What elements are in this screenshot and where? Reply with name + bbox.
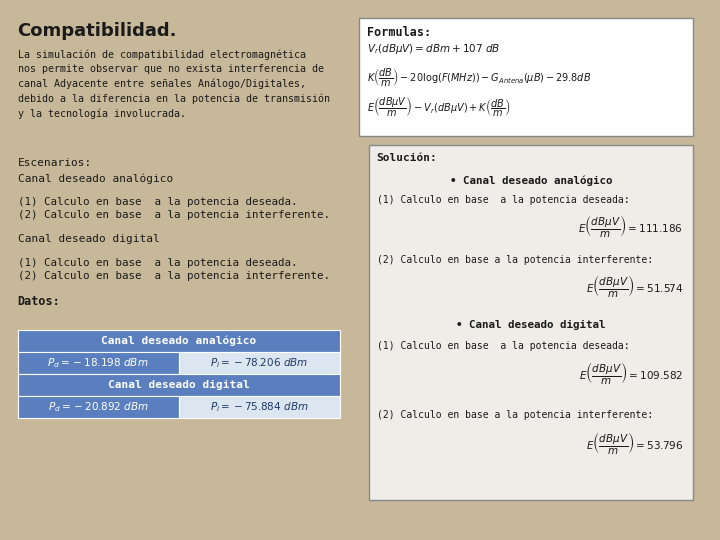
Text: (1) Calculo en base  a la potencia deseada:: (1) Calculo en base a la potencia desead… <box>377 195 629 205</box>
Text: Datos:: Datos: <box>17 295 60 308</box>
Text: $E\left(\dfrac{dB\mu V}{m}\right) = 109.582$: $E\left(\dfrac{dB\mu V}{m}\right) = 109.… <box>579 360 683 386</box>
FancyBboxPatch shape <box>359 18 693 136</box>
Text: Canal deseado analógico: Canal deseado analógico <box>17 173 173 184</box>
Text: Canal deseado digital: Canal deseado digital <box>108 380 250 390</box>
Text: Canal deseado analógico: Canal deseado analógico <box>101 336 256 346</box>
Text: $E\left(\dfrac{dB\mu V}{m}\right) = 53.796$: $E\left(\dfrac{dB\mu V}{m}\right) = 53.7… <box>585 430 683 456</box>
Text: $P_d = -18.198\ dBm$: $P_d = -18.198\ dBm$ <box>48 356 149 370</box>
FancyBboxPatch shape <box>179 352 340 374</box>
Text: (2) Calculo en base a la potencia interferente:: (2) Calculo en base a la potencia interf… <box>377 410 653 420</box>
Text: Canal deseado digital: Canal deseado digital <box>17 234 159 244</box>
Text: (1) Calculo en base  a la potencia deseada.: (1) Calculo en base a la potencia desead… <box>17 197 297 207</box>
FancyBboxPatch shape <box>369 145 693 500</box>
Text: $E\left(\dfrac{dB\mu V}{m}\right) = 111.186$: $E\left(\dfrac{dB\mu V}{m}\right) = 111.… <box>578 213 683 239</box>
Text: $K\left(\dfrac{dB}{m}\right) - 20\log(F(MHz)) - G_{Antena}(\mu B) - 29.8dB$: $K\left(\dfrac{dB}{m}\right) - 20\log(F(… <box>367 66 591 88</box>
Text: (1) Calculo en base  a la potencia deseada:: (1) Calculo en base a la potencia desead… <box>377 341 629 351</box>
Text: Formulas:: Formulas: <box>367 26 431 39</box>
Text: (2) Calculo en base a la potencia interferente:: (2) Calculo en base a la potencia interf… <box>377 255 653 265</box>
Text: $P_i = -75.884\ dBm$: $P_i = -75.884\ dBm$ <box>210 400 308 414</box>
Text: $V_r(dB\mu V) = dBm + 107\ dB$: $V_r(dB\mu V) = dBm + 107\ dB$ <box>367 42 500 56</box>
Text: • Canal deseado analógico: • Canal deseado analógico <box>450 175 612 186</box>
Text: La simulación de compatibilidad electromagnética
nos permite observar que no exi: La simulación de compatibilidad electrom… <box>17 50 330 119</box>
Text: Compatibilidad.: Compatibilidad. <box>17 22 177 40</box>
Text: $E\left(\dfrac{dB\mu V}{m}\right) = 51.574$: $E\left(\dfrac{dB\mu V}{m}\right) = 51.5… <box>585 273 683 299</box>
FancyBboxPatch shape <box>17 352 179 374</box>
Text: Escenarios:: Escenarios: <box>17 158 92 168</box>
Text: • Canal deseado digital: • Canal deseado digital <box>456 320 606 330</box>
Text: $P_i = -78.206\ dBm$: $P_i = -78.206\ dBm$ <box>210 356 308 370</box>
Text: Solución:: Solución: <box>377 153 438 163</box>
FancyBboxPatch shape <box>17 330 340 352</box>
FancyBboxPatch shape <box>17 396 179 418</box>
Text: (1) Calculo en base  a la potencia deseada.: (1) Calculo en base a la potencia desead… <box>17 258 297 268</box>
Text: $E\left(\dfrac{dB\mu V}{m}\right) - V_r(dB\mu V) + K\left(\dfrac{dB}{m}\right)$: $E\left(\dfrac{dB\mu V}{m}\right) - V_r(… <box>367 96 510 119</box>
Text: $P_d = -20.892\ dBm$: $P_d = -20.892\ dBm$ <box>48 400 148 414</box>
Text: (2) Calculo en base  a la potencia interferente.: (2) Calculo en base a la potencia interf… <box>17 210 330 220</box>
FancyBboxPatch shape <box>17 374 340 396</box>
FancyBboxPatch shape <box>179 396 340 418</box>
Text: (2) Calculo en base  a la potencia interferente.: (2) Calculo en base a la potencia interf… <box>17 271 330 281</box>
